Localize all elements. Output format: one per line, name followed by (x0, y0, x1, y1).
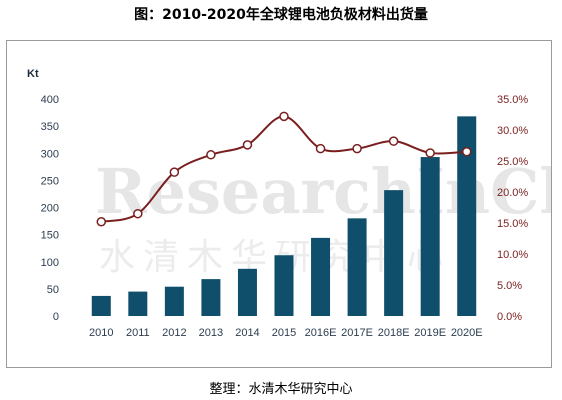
y2-tick-label: 15.0% (497, 218, 528, 230)
line-point (96, 217, 107, 227)
combo-chart: ResearchInChina 水清木华研究中心 Kt 050100150200… (27, 68, 551, 339)
y-tick-label: 50 (47, 284, 59, 296)
bar (274, 255, 294, 316)
bar (164, 286, 184, 316)
x-tick-label: 2018E (378, 327, 410, 339)
y2-tick-label: 35.0% (497, 94, 528, 106)
y2-tick-label: 5.0% (497, 280, 522, 292)
line-point (206, 150, 216, 160)
line-series (96, 111, 472, 227)
y-tick-label: 0 (53, 311, 59, 323)
line-point (461, 146, 472, 157)
line-point (352, 143, 362, 154)
bar (201, 279, 221, 316)
x-axis: 2010 2011 2012 2013 2014 2015 2016E 2017E 2018E 2… (89, 327, 483, 339)
y2-tick-label: 25.0% (497, 156, 528, 168)
y-tick-label: 200 (41, 203, 59, 215)
line-point (425, 148, 435, 158)
x-tick-label: 2010 (89, 327, 113, 339)
bar (347, 218, 367, 316)
bar (420, 157, 440, 316)
y-axis-right: 0.0% 5.0% 10.0% 15.0% 20.0% 25.0% 30.0% 35.0% (497, 94, 528, 323)
x-tick-label: 2013 (199, 327, 223, 339)
y-axis-unit: Kt (27, 68, 39, 80)
y-tick-label: 250 (41, 175, 59, 187)
bar (237, 268, 257, 316)
bar (91, 295, 111, 316)
line-point (169, 167, 180, 177)
chart-title: 图：2010-2020年全球锂电池负极材料出货量 (134, 7, 428, 23)
x-tick-label: 2017E (341, 327, 373, 339)
bar (311, 237, 331, 316)
x-tick-label: 2020E (451, 327, 483, 339)
x-tick-label: 2015 (272, 327, 296, 339)
chart-frame: ResearchInChina 水清木华研究中心 Kt 050100150200… (6, 40, 552, 368)
y2-tick-label: 20.0% (497, 187, 528, 199)
y2-tick-label: 0.0% (497, 311, 522, 323)
line-point (388, 136, 399, 146)
x-tick-label: 2016E (305, 327, 337, 339)
y2-tick-label: 10.0% (497, 249, 528, 261)
bar (384, 190, 404, 316)
x-tick-label: 2011 (126, 327, 150, 339)
bar (457, 116, 477, 316)
source-note: 整理：水清木华研究中心 (209, 382, 353, 397)
line-point (279, 111, 289, 122)
watermark-en: ResearchInChina (95, 155, 551, 228)
y-tick-label: 350 (41, 121, 59, 133)
y-tick-label: 300 (41, 148, 59, 160)
line-point (315, 143, 326, 154)
y-tick-label: 100 (41, 257, 59, 269)
bar (128, 291, 148, 316)
y-tick-label: 150 (41, 230, 59, 242)
line-point (242, 140, 253, 150)
y-tick-label: 400 (41, 94, 59, 106)
bar-series (91, 116, 477, 316)
y2-tick-label: 30.0% (497, 125, 528, 137)
x-tick-label: 2012 (162, 327, 186, 339)
y-axis-left: 0 50 100 150 200 250 300 350 400 (41, 94, 59, 323)
x-tick-label: 2014 (235, 327, 259, 339)
line-point (133, 208, 143, 219)
x-tick-label: 2019E (414, 327, 446, 339)
